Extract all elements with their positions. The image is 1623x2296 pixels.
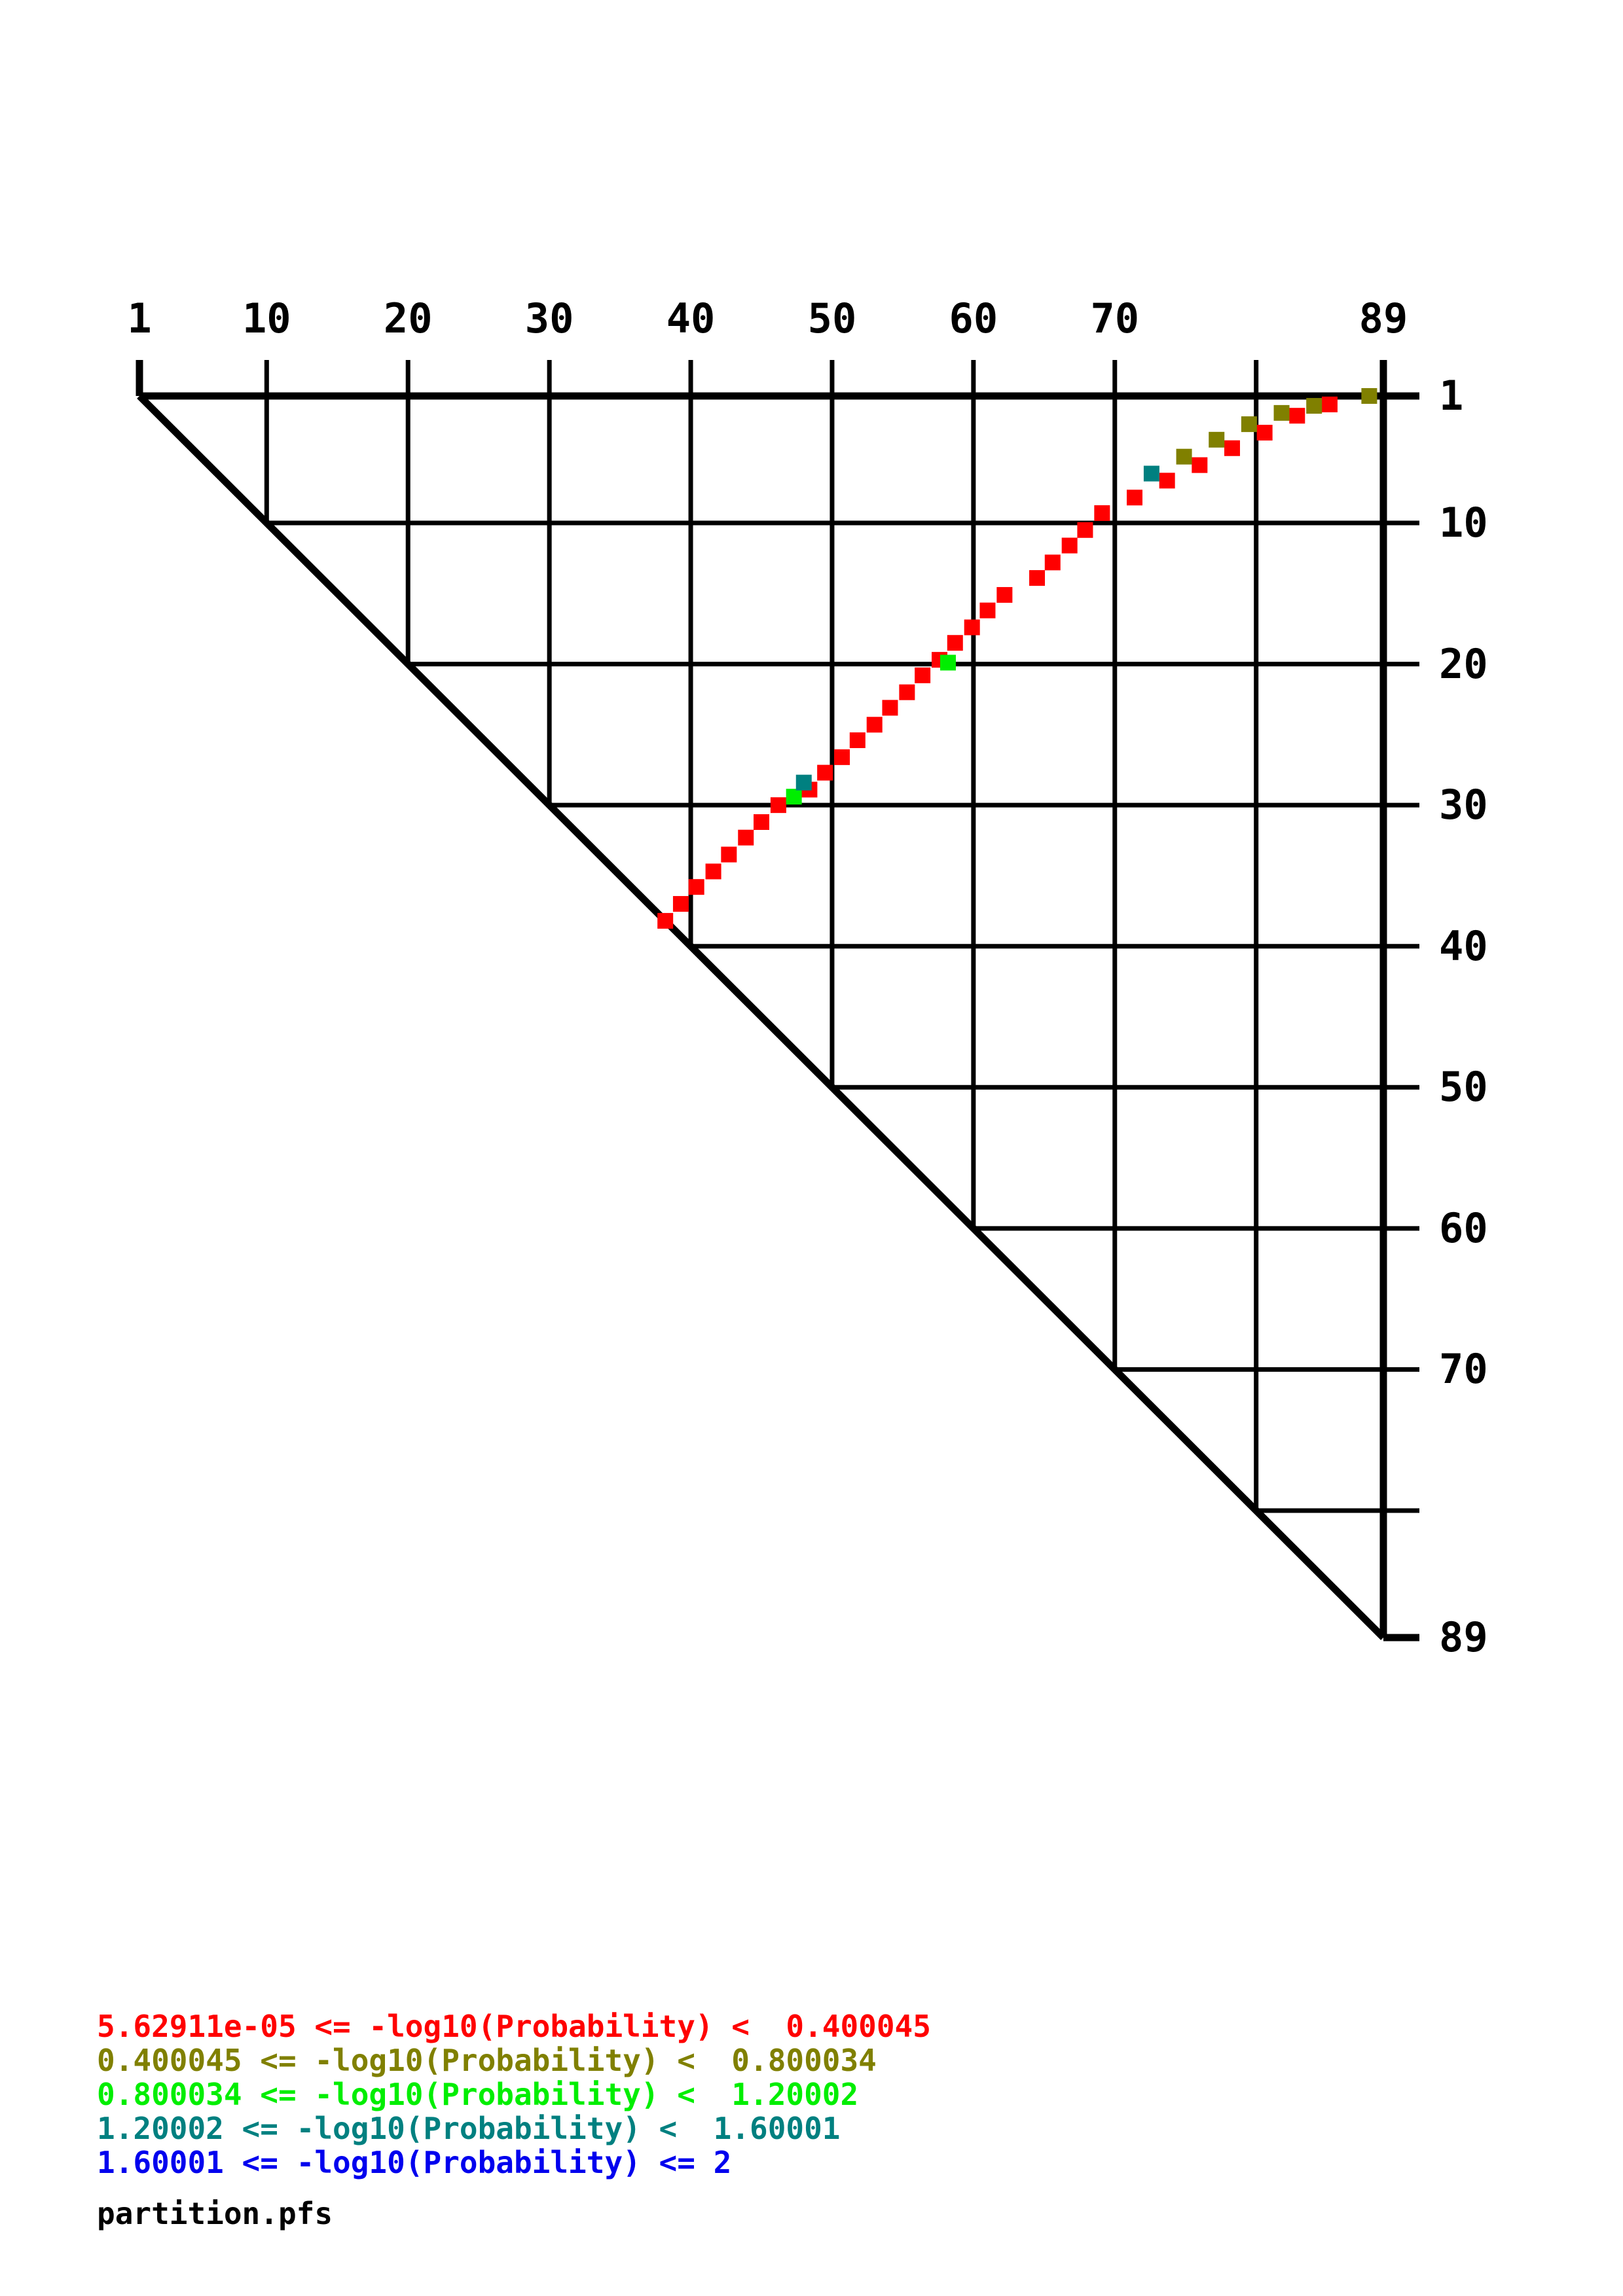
data-point-s2-4 — [1273, 404, 1290, 421]
data-point-s1-3 — [688, 879, 704, 895]
legend-bin-4: 1.20002 <= -log10(Probability) < 1.60001 — [97, 2111, 841, 2146]
y-tick-label-30: 30 — [1439, 781, 1488, 829]
data-point-s1-26 — [1094, 505, 1110, 521]
data-point-s1-25 — [1077, 522, 1093, 538]
data-point-s1-16 — [915, 667, 931, 683]
data-point-s1-7 — [754, 814, 769, 831]
legend-bin-1: 5.62911e-05 <= -log10(Probability) < 0.4… — [97, 2009, 931, 2044]
y-tick-label-1: 1 — [1439, 372, 1464, 420]
data-point-s1-5 — [721, 846, 737, 863]
x-tick-label-40: 40 — [666, 295, 716, 342]
x-tick-label-89: 89 — [1359, 295, 1408, 342]
data-point-s2-3 — [1241, 416, 1257, 433]
data-point-s1-12 — [849, 732, 866, 748]
data-point-s2-5 — [1306, 398, 1322, 414]
legend-bin-3: 0.800034 <= -log10(Probability) < 1.2000… — [97, 2077, 859, 2112]
data-point-s1-15 — [899, 684, 915, 700]
data-point-s1-8 — [770, 797, 786, 814]
legend-bin-2: 0.400045 <= -log10(Probability) < 0.8000… — [97, 2043, 877, 2078]
data-point-s1-30 — [1224, 440, 1240, 456]
data-point-s1-23 — [1044, 554, 1061, 571]
data-point-s1-6 — [738, 829, 754, 846]
legend-bin-5: 1.60001 <= -log10(Probability) <= 2 — [97, 2145, 732, 2180]
data-point-s1-13 — [866, 717, 883, 733]
data-point-s1-28 — [1159, 473, 1175, 489]
y-tick-label-50: 50 — [1439, 1063, 1488, 1111]
x-tick-label-30: 30 — [524, 295, 574, 342]
data-point-s1-18 — [947, 635, 963, 651]
data-point-s1-21 — [996, 586, 1013, 603]
data-point-s1-19 — [964, 619, 980, 636]
y-tick-label-89: 89 — [1439, 1613, 1488, 1661]
data-point-s1-22 — [1029, 570, 1046, 586]
x-tick-label-70: 70 — [1090, 295, 1140, 342]
y-tick-label-40: 40 — [1439, 922, 1488, 970]
x-tick-label-60: 60 — [949, 295, 998, 342]
data-point-s3-2 — [940, 655, 956, 671]
data-point-s1-27 — [1127, 490, 1142, 506]
x-tick-label-10: 10 — [242, 295, 291, 342]
y-tick-label-70: 70 — [1439, 1345, 1488, 1393]
y-tick-label-60: 60 — [1439, 1204, 1488, 1252]
data-point-s1-33 — [1321, 396, 1338, 412]
data-point-s4-2 — [1143, 465, 1159, 482]
file-name-label: partition.pfs — [97, 2196, 333, 2231]
x-tick-label-50: 50 — [807, 295, 857, 342]
data-point-s1-20 — [979, 602, 996, 619]
data-point-s1-1 — [657, 912, 674, 929]
data-point-s1-29 — [1192, 457, 1208, 473]
data-point-s3-1 — [786, 789, 802, 805]
data-point-s1-11 — [834, 749, 850, 765]
data-point-s1-14 — [882, 700, 898, 716]
y-tick-label-10: 10 — [1439, 499, 1488, 547]
data-point-s1-4 — [705, 863, 721, 880]
data-point-s2-2 — [1209, 431, 1225, 448]
data-point-s1-10 — [817, 764, 833, 781]
y-tick-label-20: 20 — [1439, 639, 1488, 688]
diagonal-line — [137, 393, 1386, 1640]
x-tick-label-20: 20 — [383, 295, 433, 342]
data-point-s1-31 — [1256, 425, 1273, 441]
legend: 5.62911e-05 <= -log10(Probability) < 0.4… — [97, 2009, 1472, 2231]
data-point-s1-32 — [1289, 408, 1305, 424]
data-point-s2-1 — [1176, 448, 1192, 465]
data-point-s2-6 — [1361, 388, 1377, 404]
data-point-s1-24 — [1061, 537, 1078, 554]
data-point-s1-2 — [672, 896, 689, 912]
data-points-group — [657, 388, 1377, 929]
gridlines-group — [136, 360, 1419, 1641]
x-tick-label-1: 1 — [127, 295, 152, 342]
data-point-s4-1 — [795, 774, 812, 791]
diagonal-boundary-line — [137, 393, 1386, 1640]
